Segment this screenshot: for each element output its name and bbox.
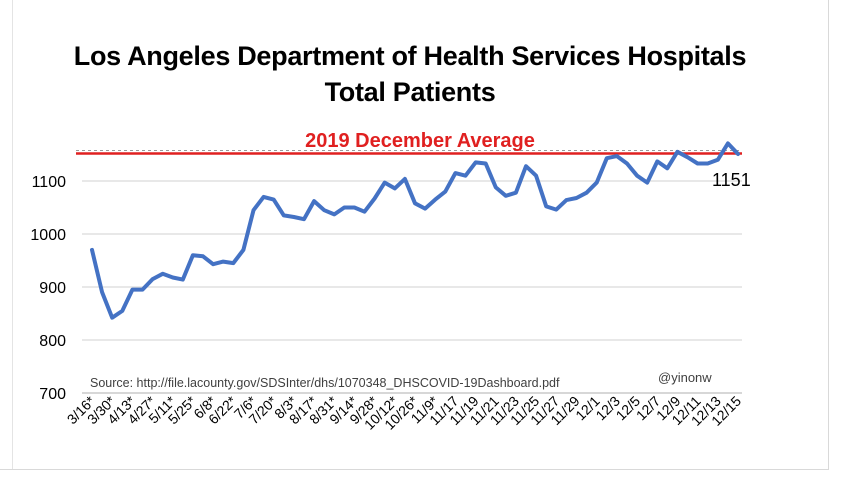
data-point bbox=[575, 196, 578, 200]
data-point bbox=[413, 202, 417, 205]
data-point bbox=[625, 162, 629, 165]
data-point bbox=[403, 177, 407, 181]
data-point bbox=[100, 291, 104, 294]
data-point bbox=[433, 198, 437, 201]
data-point bbox=[585, 191, 588, 194]
data-point bbox=[595, 181, 598, 184]
reference-line-label: 2019 December Average bbox=[305, 130, 535, 152]
data-point bbox=[373, 197, 376, 200]
data-point bbox=[656, 160, 659, 163]
data-point bbox=[484, 162, 487, 165]
data-point bbox=[333, 213, 336, 216]
annotations: 1151 Source: http://file.lacounty.gov/SDS… bbox=[90, 170, 751, 390]
gridlines bbox=[82, 180, 742, 341]
data-point bbox=[504, 194, 508, 198]
data-point bbox=[514, 191, 518, 194]
y-tick-label: 1100 bbox=[32, 174, 67, 191]
data-point bbox=[635, 174, 639, 177]
data-point bbox=[322, 208, 326, 212]
data-point bbox=[141, 288, 144, 291]
data-point bbox=[645, 181, 649, 184]
chart-title: Los Angeles Department of Health Service… bbox=[60, 38, 760, 110]
data-point bbox=[464, 174, 467, 177]
data-point bbox=[615, 154, 619, 158]
y-tick-label: 1000 bbox=[30, 227, 66, 244]
data-point bbox=[262, 195, 265, 199]
data-point bbox=[474, 161, 477, 164]
credit-note: @yinonw bbox=[658, 370, 712, 385]
data-point bbox=[171, 276, 174, 279]
series-line bbox=[90, 141, 740, 320]
data-point bbox=[696, 162, 699, 165]
data-point bbox=[151, 277, 154, 281]
data-point bbox=[736, 152, 740, 156]
data-point bbox=[524, 164, 528, 168]
data-point bbox=[343, 206, 346, 209]
data-point bbox=[90, 248, 94, 252]
data-point bbox=[565, 198, 568, 202]
chart-title-line2: Total Patients bbox=[324, 77, 496, 107]
data-point bbox=[716, 158, 720, 161]
data-point bbox=[282, 214, 285, 217]
data-point bbox=[131, 288, 134, 291]
data-point bbox=[605, 157, 608, 160]
data-point bbox=[302, 217, 306, 221]
data-point bbox=[272, 198, 275, 201]
data-point bbox=[393, 187, 397, 190]
data-point bbox=[161, 272, 164, 275]
reference-line-group: 2019 December Average bbox=[76, 130, 742, 155]
frame-bottom-border bbox=[0, 469, 829, 470]
data-point bbox=[292, 215, 296, 219]
series-group bbox=[90, 141, 740, 320]
y-tick-label: 900 bbox=[39, 280, 66, 297]
data-point bbox=[666, 167, 669, 170]
data-point bbox=[686, 155, 689, 159]
data-point bbox=[181, 278, 185, 281]
frame-right-border bbox=[828, 0, 829, 470]
data-point bbox=[232, 261, 235, 265]
x-axis: 3/16*3/30*4/13*4/27*5/11*5/25*6/8*6/22*7… bbox=[64, 392, 744, 433]
data-point bbox=[110, 316, 114, 319]
data-point bbox=[353, 206, 356, 209]
data-point bbox=[252, 208, 255, 212]
data-point bbox=[121, 309, 124, 313]
data-point bbox=[706, 162, 709, 165]
data-point bbox=[363, 210, 366, 213]
data-point bbox=[534, 174, 538, 177]
data-point bbox=[726, 142, 730, 145]
frame-left-border bbox=[12, 0, 13, 470]
data-point bbox=[242, 248, 245, 252]
y-tick-label: 700 bbox=[39, 386, 66, 403]
data-point bbox=[201, 255, 205, 258]
data-point bbox=[555, 208, 558, 211]
data-point bbox=[444, 190, 447, 193]
chart-title-line1: Los Angeles Department of Health Service… bbox=[73, 41, 747, 71]
data-point bbox=[191, 254, 195, 257]
data-point bbox=[545, 205, 548, 208]
data-point bbox=[454, 171, 457, 175]
data-point bbox=[494, 186, 497, 189]
data-point bbox=[676, 150, 679, 154]
data-point bbox=[312, 199, 316, 203]
source-note: Source: http://file.lacounty.gov/SDSInte… bbox=[90, 376, 560, 390]
data-point bbox=[222, 260, 225, 263]
data-point bbox=[423, 207, 427, 210]
data-point bbox=[211, 263, 215, 266]
y-axis: 1100 1000 900 800 700 bbox=[30, 174, 66, 403]
data-point bbox=[383, 181, 386, 184]
last-value-label: 1151 bbox=[712, 170, 751, 190]
y-tick-label: 800 bbox=[39, 333, 66, 350]
